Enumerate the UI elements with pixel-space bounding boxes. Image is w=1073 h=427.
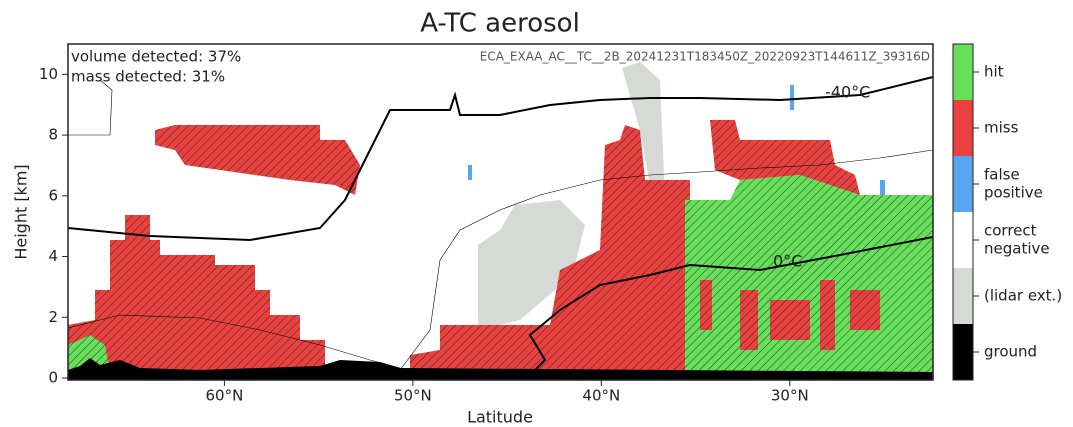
isotherm-line — [67, 76, 934, 242]
annotation: volume detected: 37% — [71, 48, 241, 66]
lidar-ext-region — [478, 200, 585, 380]
colorbar-swatch — [953, 324, 973, 380]
hatch — [685, 175, 933, 372]
colorbar-label: (lidar ext.) — [984, 287, 1062, 305]
y-tick-label: 2 — [48, 308, 58, 326]
false-positive-region — [790, 85, 794, 110]
colorbar-swatch — [953, 212, 973, 268]
colorbar-label: false — [984, 166, 1020, 184]
false-positive-region — [468, 165, 472, 180]
y-tick-label: 0 — [48, 369, 58, 387]
plot-frame — [67, 43, 934, 381]
colorbar-label: hit — [984, 63, 1004, 81]
colorbar-label: negative — [984, 240, 1050, 258]
colorbar-swatch — [953, 44, 973, 100]
y-axis-label: Height [km] — [12, 164, 31, 259]
colorbar-frame — [952, 43, 974, 381]
ground — [68, 358, 933, 380]
x-tick-label: 30°N — [771, 387, 809, 405]
false-positive-region — [880, 180, 885, 195]
isotherm-label: 0°C — [773, 252, 802, 271]
colorbar-swatch — [953, 156, 973, 212]
hatch — [68, 215, 325, 380]
colorbar-label: ground — [984, 343, 1037, 361]
isotherm-line — [528, 236, 934, 373]
x-axis-label: Latitude — [467, 408, 533, 427]
annotation: mass detected: 31% — [71, 68, 225, 86]
hatch — [710, 120, 860, 195]
colorbar-label: positive — [984, 184, 1043, 202]
y-tick-label: 4 — [48, 247, 58, 265]
colorbar-swatch — [953, 268, 973, 324]
y-tick-label: 10 — [39, 65, 58, 83]
hatch — [155, 125, 360, 195]
x-tick-label: 50°N — [394, 387, 432, 405]
chart-title: A-TC aerosol — [420, 9, 580, 39]
isotherm-label: -40°C — [825, 83, 870, 102]
lidar-ext-region — [622, 62, 665, 200]
colorbar-label: correct — [984, 222, 1037, 240]
thin-line — [399, 149, 934, 371]
curtain-shapes — [67, 62, 934, 380]
thin-line — [67, 314, 401, 369]
colorbar-swatch — [953, 100, 973, 156]
annotation: ECA_EXAA_AC__TC__2B_20241231T183450Z_202… — [480, 50, 930, 64]
colorbar-label: miss — [984, 119, 1019, 137]
hatch — [410, 125, 690, 372]
thin-line — [68, 79, 113, 136]
y-tick-label: 6 — [48, 186, 58, 204]
y-tick-label: 8 — [48, 126, 58, 144]
x-tick-label: 40°N — [582, 387, 620, 405]
x-tick-label: 60°N — [206, 387, 244, 405]
